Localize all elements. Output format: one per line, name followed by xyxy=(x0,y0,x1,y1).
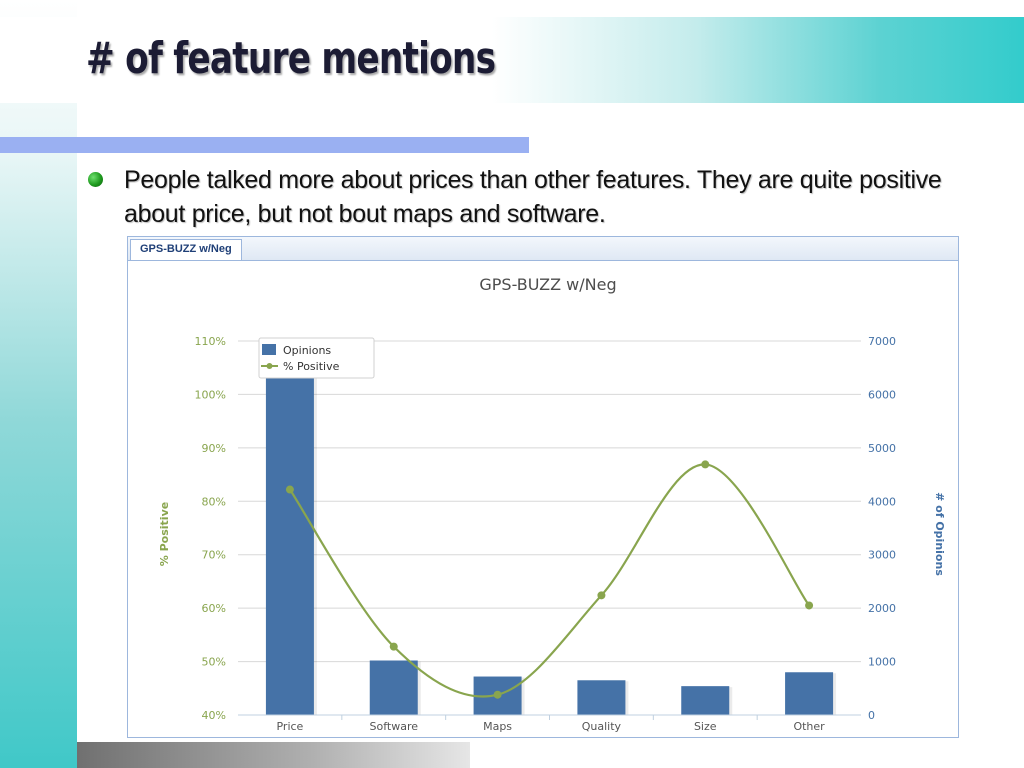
y2-axis-label: # of Opinions xyxy=(933,492,946,576)
y2-tick-label: 5000 xyxy=(868,442,896,455)
y2-tick-label: 2000 xyxy=(868,602,896,615)
bar xyxy=(265,341,314,715)
y-tick-label: 90% xyxy=(202,442,226,455)
title-band xyxy=(0,17,1024,103)
positive-point xyxy=(701,460,710,469)
y-tick-label: 80% xyxy=(202,495,226,508)
x-tick-label: Size xyxy=(694,720,717,733)
x-tick-label: Maps xyxy=(483,720,512,733)
title-divider xyxy=(0,137,529,153)
slide-title: # of feature mentions xyxy=(86,33,496,84)
chart-panel: GPS-BUZZ w/Neg GPS-BUZZ w/Neg 40% 50% 60% 70… xyxy=(127,236,959,738)
x-tick-label: Price xyxy=(276,720,303,733)
y2-tick-label: 7000 xyxy=(868,335,896,348)
bar xyxy=(577,680,626,715)
tab-gps-buzz[interactable]: GPS-BUZZ w/Neg xyxy=(130,239,242,260)
bar xyxy=(681,686,730,715)
panel-tab-bar: GPS-BUZZ w/Neg xyxy=(128,237,958,261)
y2-tick-label: 6000 xyxy=(868,388,896,401)
left-decor-band xyxy=(0,0,77,768)
y-tick-label: 70% xyxy=(202,549,226,562)
bullet-icon xyxy=(88,172,103,187)
y2-tick-label: 1000 xyxy=(868,656,896,669)
chart-title: GPS-BUZZ w/Neg xyxy=(479,275,616,294)
positive-point xyxy=(285,485,294,494)
y-tick-label: 100% xyxy=(195,388,226,401)
chart: GPS-BUZZ w/Neg 40% 50% 60% 70% 80% 90% 100% 110%… xyxy=(158,275,946,733)
y2-tick-label: 4000 xyxy=(868,495,896,508)
y2-tick-label: 3000 xyxy=(868,549,896,562)
y-axis-label: % Positive xyxy=(158,502,171,566)
legend-line-marker xyxy=(266,363,273,369)
positive-point xyxy=(805,601,814,610)
bar xyxy=(369,660,418,715)
x-tick-label: Other xyxy=(793,720,825,733)
y-tick-label: 40% xyxy=(202,709,226,722)
positive-point xyxy=(597,591,606,600)
legend-item-positive: % Positive xyxy=(283,360,340,373)
positive-line xyxy=(288,463,810,698)
y2-tick-label: 0 xyxy=(868,709,875,722)
legend-bar-swatch xyxy=(262,344,276,355)
legend-item-opinions: Opinions xyxy=(283,344,331,357)
x-tick-label: Software xyxy=(370,720,419,733)
positive-point xyxy=(389,642,398,651)
y-tick-label: 60% xyxy=(202,602,226,615)
bar xyxy=(785,672,834,715)
legend-box xyxy=(258,337,375,379)
bullet-text: People talked more about prices than oth… xyxy=(124,166,942,228)
footer-divider xyxy=(77,742,470,768)
y-tick-label: 110% xyxy=(195,335,226,348)
y-tick-label: 50% xyxy=(202,656,226,669)
x-tick-label: Quality xyxy=(582,720,622,733)
positive-point xyxy=(493,690,502,699)
